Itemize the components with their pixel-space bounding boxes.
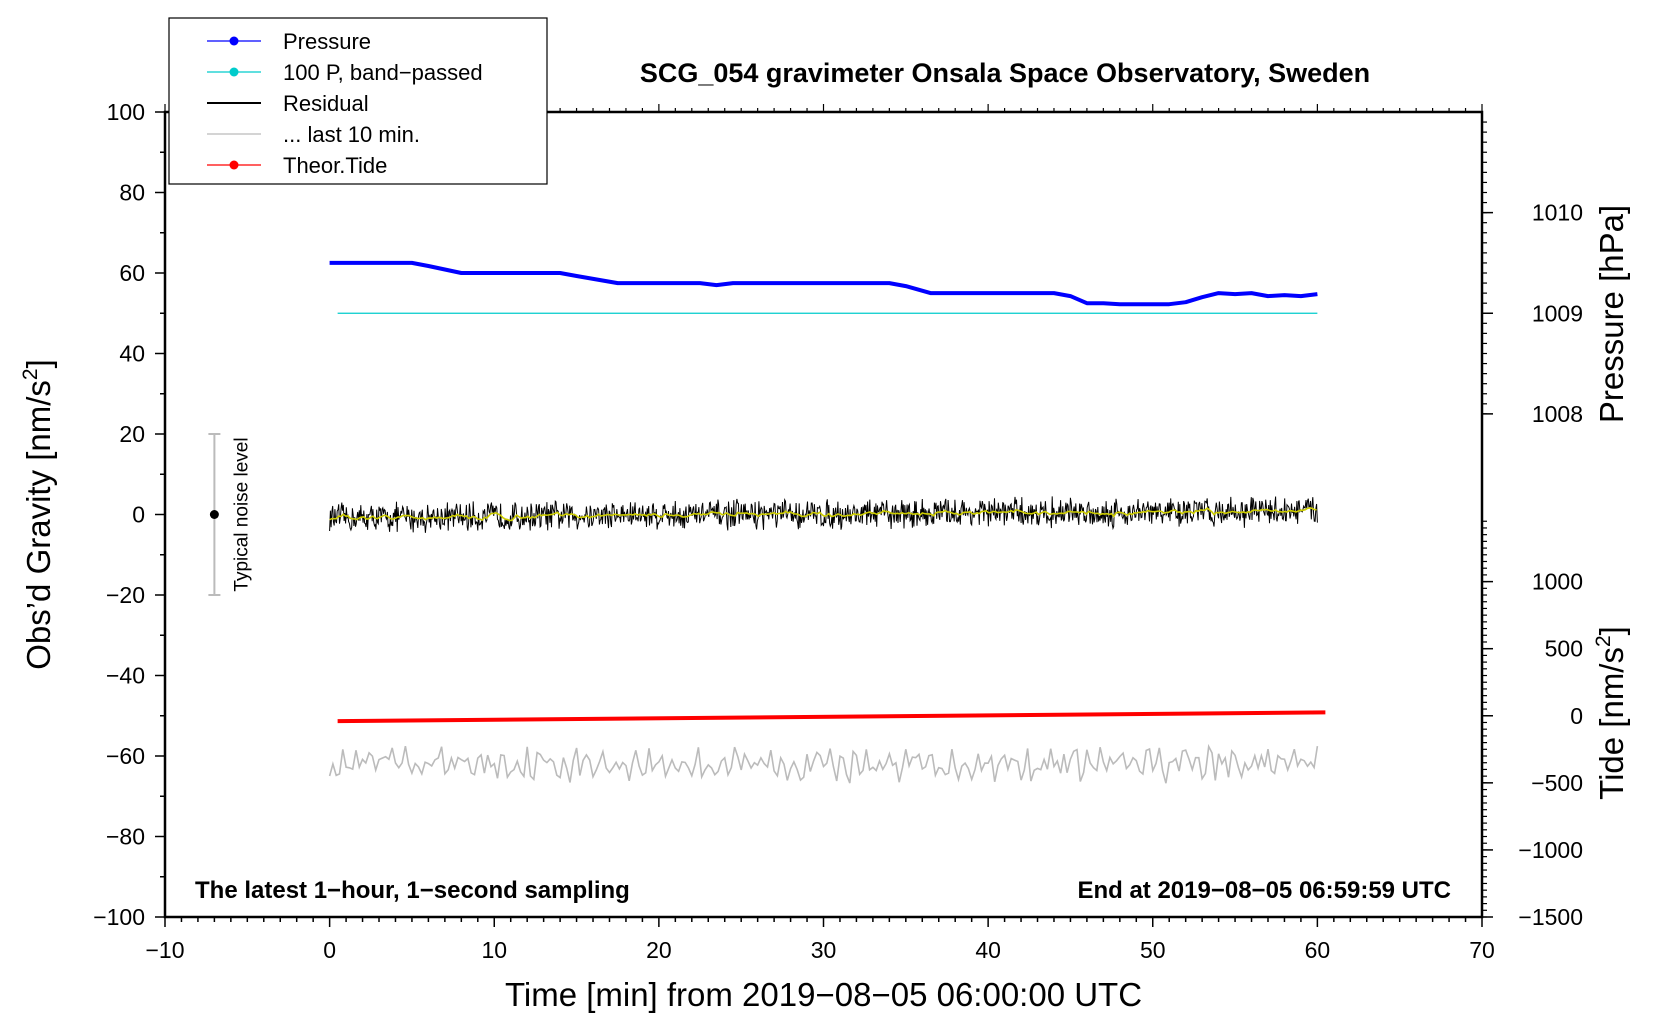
legend-label: ... last 10 min. — [283, 122, 420, 147]
right-tick-label: 1010 — [1532, 200, 1583, 226]
last-10-min-line — [328, 743, 1319, 784]
legend-entry: 100 P, band−passed — [207, 60, 483, 85]
y-tick-label: 20 — [119, 421, 145, 447]
series-layer — [328, 260, 1326, 784]
end-time-annotation: End at 2019−08−05 06:59:59 UTC — [1077, 877, 1451, 904]
x-tick-label: 70 — [1469, 937, 1495, 963]
y-axis-title-main: Obs’d Gravity [nm/s — [20, 380, 57, 670]
y-axis-title: Obs’d Gravity [nm/s2] — [19, 359, 57, 670]
x-tick-label: 30 — [811, 937, 837, 963]
legend-swatch-marker — [229, 67, 239, 77]
x-axis: −10 0 10 20 30 40 50 60 70 — [145, 104, 1495, 963]
y-axis-title-end: ] — [20, 359, 57, 368]
legend-box — [168, 17, 548, 185]
x-tick-label: 50 — [1140, 937, 1166, 963]
y-tick-label: 100 — [107, 99, 145, 125]
legend-label: Theor.Tide — [283, 153, 387, 178]
x-axis-title: Time [min] from 2019−08−05 06:00:00 UTC — [505, 976, 1142, 1013]
x-tick-label: 40 — [975, 937, 1001, 963]
legend-label: Pressure — [283, 29, 371, 54]
y-tick-label: −60 — [106, 743, 145, 769]
y-tick-label: 40 — [119, 341, 145, 367]
pressure-line — [329, 260, 1318, 307]
pressure-axis-title: Pressure [hPa] — [1593, 205, 1630, 423]
y-tick-label: −80 — [106, 824, 145, 850]
x-tick-label: 10 — [481, 937, 507, 963]
legend-swatch-marker — [229, 160, 239, 170]
x-tick-label: 0 — [323, 937, 336, 963]
residual-line — [329, 496, 1318, 533]
noise-bar-center-dot — [209, 510, 219, 519]
tide-axis-title-main: Tide [nm/s — [1593, 647, 1630, 800]
legend-entry: Pressure — [207, 29, 371, 54]
right-tick-label: −500 — [1531, 770, 1583, 796]
sampling-annotation: The latest 1−hour, 1−second sampling — [195, 877, 630, 904]
legend-label: Residual — [283, 91, 369, 116]
right-axes: 1008 1009 1010 −1500 −1000 −500 0 500 1000 — [1482, 121, 1583, 930]
legend-entry: Theor.Tide — [207, 153, 387, 178]
y-axis-title-superscript: 2 — [19, 368, 42, 380]
y-tick-label: −40 — [106, 663, 145, 689]
noise-level-bar: Typical noise level — [208, 433, 252, 596]
right-tick-label: 1008 — [1532, 401, 1583, 427]
legend-label: 100 P, band−passed — [283, 60, 483, 85]
y-tick-label: 80 — [119, 180, 145, 206]
legend-swatch-marker — [229, 36, 239, 46]
x-tick-label: 20 — [646, 937, 672, 963]
noise-bar-label: Typical noise level — [231, 437, 252, 591]
theoretical-tide-line — [337, 710, 1326, 724]
right-tick-label: 1009 — [1532, 300, 1583, 326]
y-tick-label: −100 — [93, 904, 145, 930]
x-tick-label: −10 — [145, 937, 184, 963]
y-tick-label: 60 — [119, 260, 145, 286]
y-tick-label: −20 — [106, 582, 145, 608]
right-tick-label: 1000 — [1532, 569, 1583, 595]
x-tick-label: 60 — [1305, 937, 1331, 963]
y-tick-label: 0 — [132, 502, 145, 528]
tide-axis-title-superscript: 2 — [1592, 635, 1615, 647]
chart-title: SCG_054 gravimeter Onsala Space Observat… — [640, 58, 1370, 88]
right-tick-label: −1000 — [1518, 837, 1583, 863]
tide-axis-title: Tide [nm/s2] — [1592, 626, 1630, 800]
legend: Pressure 100 P, band−passed Residual ... la… — [168, 17, 548, 185]
legend-entry: ... last 10 min. — [207, 122, 420, 147]
right-tick-label: −1500 — [1518, 904, 1583, 930]
tide-axis-title-end: ] — [1593, 626, 1630, 635]
right-tick-label: 500 — [1545, 636, 1583, 662]
legend-entry: Residual — [207, 91, 369, 116]
right-tick-label: 0 — [1570, 703, 1583, 729]
residual-smoothed-line — [329, 506, 1317, 522]
y-axis: −100 −80 −60 −40 −20 0 20 40 60 80 100 — [93, 99, 165, 930]
